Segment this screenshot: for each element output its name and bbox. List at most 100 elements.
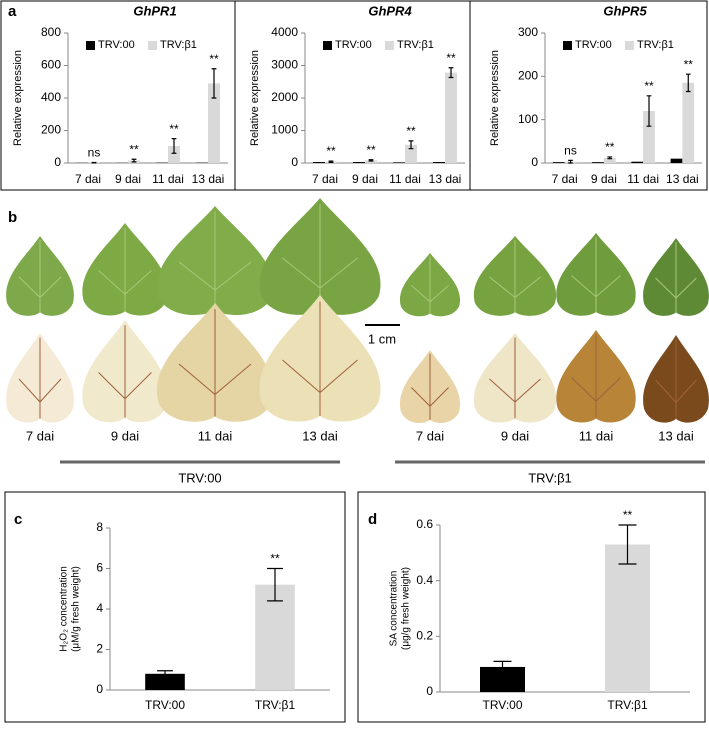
x-tick-label: 7 dai [75, 172, 101, 186]
y-tick-label: 200 [518, 69, 538, 83]
x-tick-label: 13 dai [192, 172, 225, 186]
panel-a-frame [1, 1, 707, 190]
x-tick-label: TRV:00 [482, 698, 522, 712]
y-tick-label: 400 [41, 90, 61, 104]
significance-label: ** [169, 122, 179, 136]
bar [393, 162, 405, 163]
bar [592, 162, 604, 163]
y-tick-label: 4 [96, 601, 103, 615]
y-axis-label: (μg/g fresh weight) [401, 567, 412, 650]
y-axis-label: Relative expression [489, 50, 501, 146]
y-tick-label: 4000 [271, 25, 298, 39]
x-tick-label: 7 dai [312, 172, 338, 186]
bar [671, 159, 683, 163]
legend-swatch [86, 41, 95, 50]
panel-label: d [368, 511, 377, 528]
legend-label: TRV:β1 [160, 39, 197, 51]
y-axis-label: SA concentration [389, 571, 400, 647]
bar [553, 162, 565, 163]
y-tick-label: 600 [41, 58, 61, 72]
y-tick-label: 0 [426, 684, 433, 698]
y-tick-label: 800 [41, 25, 61, 39]
day-label: 13 dai [658, 428, 694, 443]
legend-label: TRV:00 [575, 39, 612, 51]
bar [313, 162, 325, 163]
legend-swatch [323, 41, 332, 50]
x-tick-label: TRV:β1 [607, 698, 648, 712]
significance-label: ** [129, 142, 139, 156]
significance-label: ** [684, 57, 694, 71]
panel-label: b [8, 209, 17, 226]
bar [631, 162, 643, 163]
y-tick-label: 0.2 [416, 629, 433, 643]
y-tick-label: 0 [54, 155, 61, 169]
x-tick-label: 13 dai [429, 172, 462, 186]
legend-swatch [563, 41, 572, 50]
x-tick-label: 9 dai [591, 172, 617, 186]
x-tick-label: 13 dai [666, 172, 699, 186]
significance-label: ** [366, 143, 376, 157]
x-tick-label: 11 dai [389, 172, 421, 186]
significance-label: ** [644, 79, 654, 93]
y-tick-label: 100 [518, 112, 538, 126]
bar [605, 544, 650, 692]
y-tick-label: 0 [96, 682, 103, 696]
y-axis-label: (μM/g fresh weight) [71, 566, 82, 652]
y-tick-label: 200 [41, 123, 61, 137]
x-tick-label: TRV:00 [145, 698, 185, 712]
significance-label: ** [623, 508, 633, 522]
significance-label: ** [605, 140, 615, 154]
legend-swatch [148, 41, 157, 50]
y-tick-label: 2 [96, 642, 103, 656]
legend-label: TRV:β1 [637, 39, 674, 51]
bar [353, 162, 365, 163]
legend-swatch [385, 41, 394, 50]
day-label: 11 dai [579, 428, 614, 443]
y-tick-label: 3000 [271, 58, 298, 72]
x-tick-label: 7 dai [552, 172, 578, 186]
day-label: 9 dai [501, 428, 529, 443]
panel-label: a [8, 3, 17, 20]
significance-label: ns [564, 144, 577, 158]
significance-label: ** [446, 51, 456, 65]
panel-label: c [14, 511, 22, 528]
chart-title: GhPR4 [368, 3, 412, 18]
chart-title: GhPR1 [133, 3, 176, 18]
y-tick-label: 8 [96, 520, 103, 534]
x-tick-label: TRV:β1 [255, 698, 296, 712]
significance-label: ** [270, 552, 280, 566]
chart-title: GhPR5 [603, 3, 647, 18]
legend-label: TRV:00 [335, 39, 372, 51]
bar [433, 162, 445, 163]
y-tick-label: 0 [531, 155, 538, 169]
y-tick-label: 300 [518, 25, 538, 39]
legend-swatch [625, 41, 634, 50]
day-label: 9 dai [111, 428, 139, 443]
x-tick-label: 11 dai [152, 172, 184, 186]
day-label: 7 dai [26, 428, 54, 443]
significance-label: ** [209, 52, 219, 66]
group-label: TRV:β1 [528, 470, 572, 485]
y-tick-label: 6 [96, 561, 103, 575]
x-tick-label: 11 dai [627, 172, 659, 186]
y-tick-label: 2000 [271, 90, 298, 104]
x-tick-label: 9 dai [352, 172, 378, 186]
day-label: 7 dai [416, 428, 444, 443]
bar [445, 73, 457, 163]
day-label: 13 dai [302, 428, 338, 443]
x-tick-label: 9 dai [115, 172, 141, 186]
legend-label: TRV:β1 [397, 39, 434, 51]
y-tick-label: 0.6 [416, 517, 433, 531]
significance-label: ns [88, 146, 101, 160]
group-label: TRV:00 [178, 470, 221, 485]
legend-label: TRV:00 [98, 39, 135, 51]
bar [682, 83, 694, 163]
day-label: 11 dai [198, 428, 233, 443]
y-axis-label: H₂O₂ concentration [59, 566, 70, 652]
y-tick-label: 0 [291, 155, 298, 169]
y-tick-label: 1000 [271, 123, 298, 137]
significance-label: ** [406, 124, 416, 138]
y-axis-label: Relative expression [12, 50, 24, 146]
y-axis-label: Relative expression [249, 50, 261, 146]
